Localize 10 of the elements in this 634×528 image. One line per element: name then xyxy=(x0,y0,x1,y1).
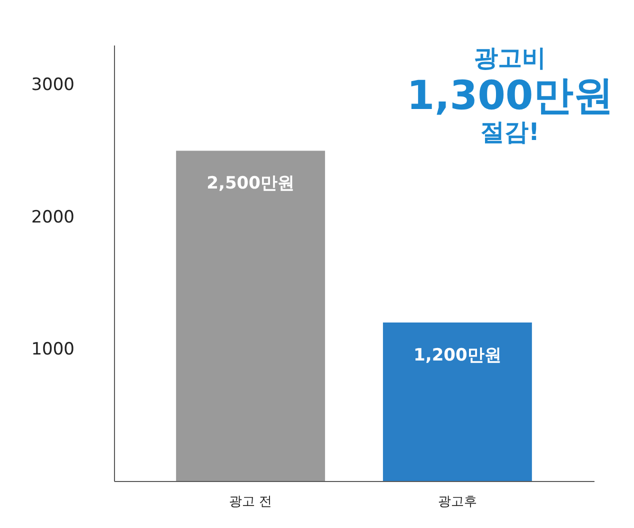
x-tick-label: 광고후 xyxy=(438,494,477,510)
annotation: 절감! xyxy=(480,118,540,146)
data-label: 1,200만원 xyxy=(414,345,502,366)
y-tick-label: 3000 xyxy=(31,75,74,96)
annotation: 1,300만원 xyxy=(406,72,614,119)
annotation: 광고비 xyxy=(473,44,547,73)
data-label: 2,500만원 xyxy=(206,174,294,194)
y-tick-label: 2000 xyxy=(31,207,74,228)
y-tick-label: 1000 xyxy=(31,339,74,360)
x-tick-label: 광고 전 xyxy=(228,494,272,510)
